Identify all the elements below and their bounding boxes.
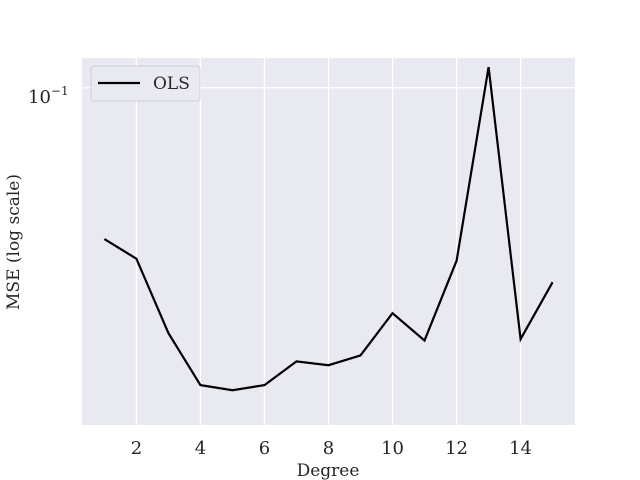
legend: OLS [90,65,201,102]
legend-label-ols: OLS [153,74,190,94]
x-tick-label: 2 [131,438,142,459]
x-tick-labels: 2 4 6 8 10 12 14 [131,438,532,459]
y-tick-labels: 10−1 [28,84,69,108]
series-line-ols [103,66,554,392]
series-layer [103,66,554,392]
y-axis-label: MSE (log scale) [4,174,24,310]
x-axis-label: Degree [297,461,360,480]
legend-box [90,65,201,102]
y-tick-label: 10−1 [28,84,69,108]
x-tick-label: 10 [381,438,404,459]
x-tick-label: 14 [509,438,532,459]
x-tick-label: 12 [445,438,468,459]
x-tick-label: 8 [323,438,334,459]
x-tick-label: 4 [195,438,206,459]
x-tick-label: 6 [259,438,270,459]
